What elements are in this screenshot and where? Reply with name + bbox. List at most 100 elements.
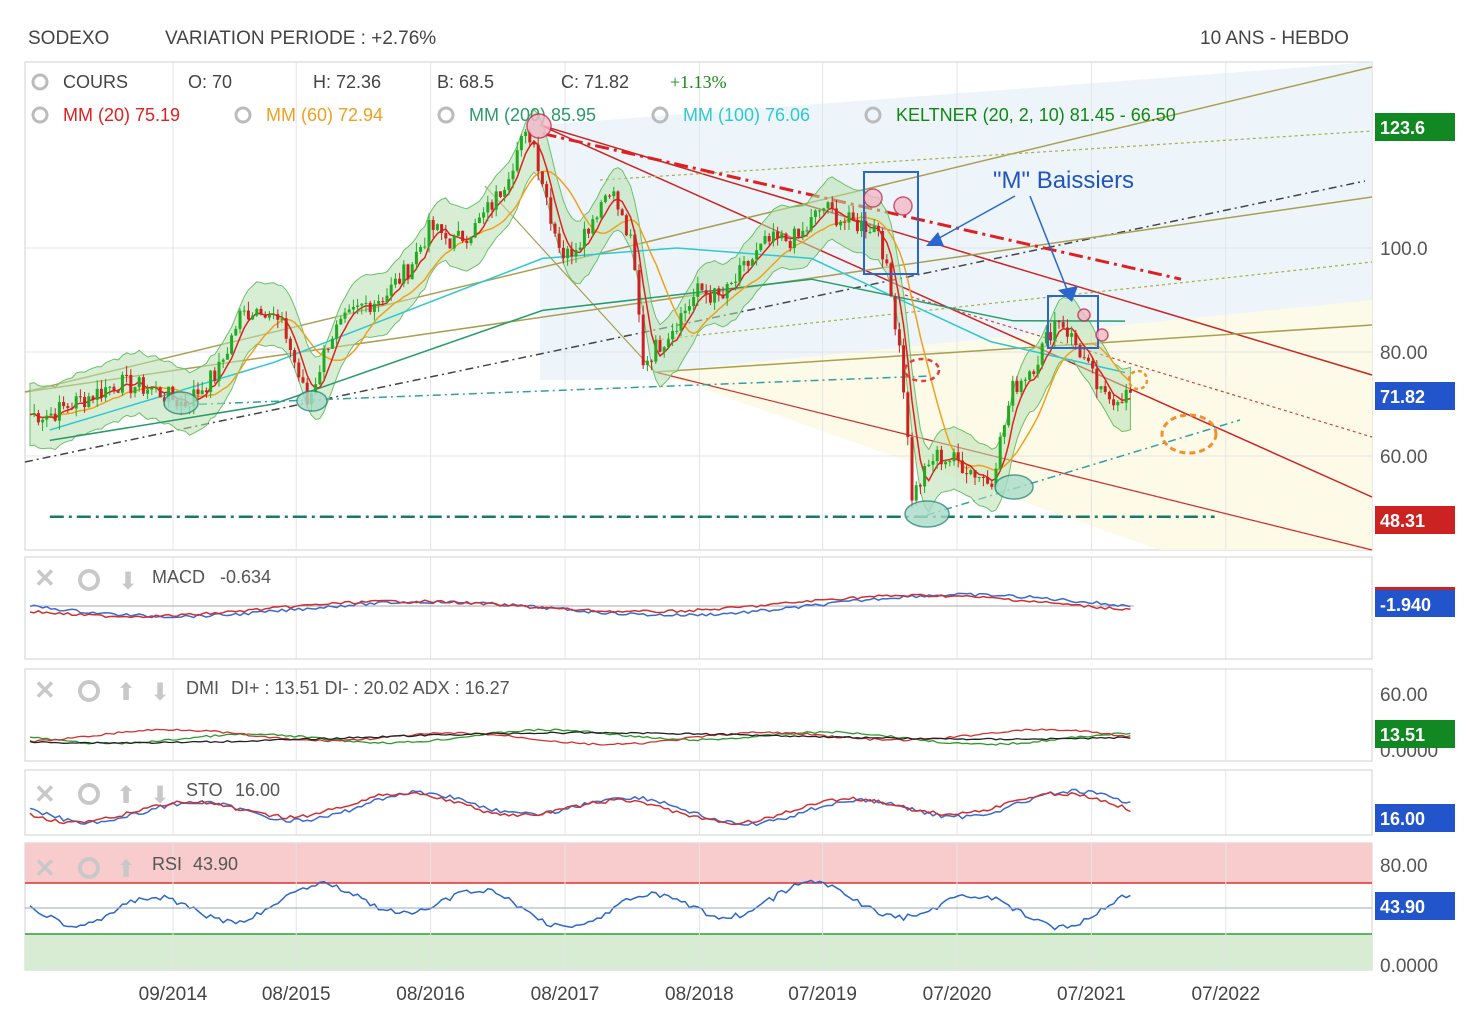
- y-tick-label: 100.0: [1380, 239, 1428, 260]
- arrow-up-icon[interactable]: ⬆: [116, 679, 136, 706]
- dmi-panel: [24, 668, 1373, 762]
- arrow-head: [1058, 286, 1078, 302]
- sto-label: STO: [186, 780, 223, 800]
- rsi-value: 43.90: [193, 854, 238, 874]
- dmi-value: DI+ : 13.51 DI- : 20.02 ADX : 16.27: [231, 678, 510, 698]
- series-line: [49, 278, 1126, 442]
- low-marker: [296, 390, 328, 412]
- low-marker: [994, 474, 1034, 500]
- gear-icon[interactable]: [31, 73, 49, 91]
- x-tick-label: 07/2021: [1057, 984, 1126, 1005]
- channel-line: [654, 371, 1373, 551]
- legend-row-1: COURS O: 70 H: 72.36 B: 68.5 C: 71.82 +1…: [31, 72, 727, 92]
- macd-header: ✕ ⬇ MACD -0.634: [34, 563, 271, 595]
- price-high-tag: [1375, 113, 1455, 141]
- arrow-down-icon[interactable]: ⬇: [150, 679, 170, 706]
- macd-panel: [24, 556, 1373, 660]
- gear-icon[interactable]: [651, 106, 669, 124]
- symbol-label: SODEXO: [28, 28, 110, 49]
- y-tick-label: 60.00: [1380, 447, 1428, 468]
- support-dashdot: [180, 375, 931, 406]
- rsi-axis-bottom: 0.0000: [1380, 956, 1438, 977]
- channel-line: [539, 124, 1373, 376]
- x-tick-label: 08/2016: [396, 984, 465, 1005]
- price-low-tag: [1375, 506, 1455, 534]
- gear-icon[interactable]: [78, 680, 100, 702]
- x-tick-label: 07/2020: [923, 984, 992, 1005]
- sto-header: ✕ ⬆ ⬇ STO 16.00: [34, 779, 280, 809]
- period-label: 10 ANS - HEBDO: [1200, 28, 1349, 49]
- adx-line: [29, 731, 1131, 745]
- sto-d-line: [29, 791, 1131, 826]
- legend-mm20: MM (20) 75.19: [63, 105, 180, 125]
- m-baissiers-annotation: "M" Baissiers: [993, 167, 1134, 194]
- legend-mm200: MM (200) 85.95: [469, 105, 596, 125]
- macd-label: MACD: [152, 567, 205, 587]
- gear-icon[interactable]: [78, 569, 100, 591]
- dmi-label: DMI: [186, 678, 219, 698]
- close-icon[interactable]: ✕: [34, 853, 56, 883]
- legend-low: B: 68.5: [437, 72, 494, 92]
- rsi-tag: [1375, 892, 1455, 920]
- dmi-minus-line: [29, 728, 1131, 746]
- channel-line: [539, 124, 1373, 498]
- target-marker: [1160, 413, 1218, 455]
- x-tick-label: 09/2014: [139, 984, 208, 1005]
- arrow-down-icon[interactable]: ⬇: [150, 782, 170, 809]
- fan-line: [654, 324, 1373, 373]
- arrow-head: [926, 232, 944, 246]
- sto-panel: [24, 769, 1373, 836]
- variation-label: VARIATION PERIODE : +2.76%: [165, 28, 437, 49]
- gear-icon[interactable]: [437, 106, 455, 124]
- rsi-axis-top: 80.00: [1380, 856, 1428, 877]
- high-marker: [526, 113, 552, 139]
- top-marker: [863, 188, 883, 208]
- y-tick-label: 80.00: [1380, 343, 1428, 364]
- macd-line: [29, 592, 1131, 619]
- keltner-band: [29, 109, 1131, 513]
- rsi-header: ✕ ⬆ RSI 43.90: [34, 853, 238, 883]
- arrow-up-icon[interactable]: ⬆: [116, 782, 136, 809]
- close-icon[interactable]: ✕: [34, 563, 56, 593]
- x-tick-label: 08/2018: [665, 984, 734, 1005]
- x-tick-label: 08/2015: [262, 984, 331, 1005]
- legend-mm60: MM (60) 72.94: [266, 105, 383, 125]
- low-marker: [163, 391, 199, 415]
- gear-icon[interactable]: [234, 106, 252, 124]
- legend-keltner: KELTNER (20, 2, 10) 81.45 - 66.50: [896, 105, 1176, 125]
- top-marker: [893, 196, 913, 216]
- legend-mm100: MM (100) 76.06: [683, 105, 810, 125]
- arrow-down-icon[interactable]: ⬇: [118, 568, 138, 595]
- dmi-tag-text: 13.51: [1380, 725, 1425, 745]
- top-marker: [1077, 308, 1091, 322]
- sto-tag-text: 16.00: [1380, 809, 1425, 829]
- low-marker: [904, 500, 950, 528]
- gear-icon[interactable]: [78, 783, 100, 805]
- target-marker: [903, 357, 941, 383]
- price-low-tag-text: 48.31: [1380, 511, 1425, 531]
- close-icon[interactable]: ✕: [34, 779, 56, 809]
- dmi-header: ✕ ⬆ ⬇ DMI DI+ : 13.51 DI- : 20.02 ADX : …: [34, 675, 510, 706]
- price-last-tag-text: 71.82: [1380, 387, 1425, 407]
- price-high-tag-text: 123.6: [1380, 118, 1425, 138]
- mm60-line: [29, 170, 1131, 472]
- gear-icon[interactable]: [78, 857, 100, 879]
- sto-tag: [1375, 804, 1455, 832]
- grid-lines: [25, 62, 1372, 970]
- dmi-tag: [1375, 720, 1455, 748]
- annotation-arrow: [931, 195, 1016, 243]
- gear-icon[interactable]: [864, 106, 882, 124]
- macd-signal-line: [29, 593, 1131, 619]
- target-marker: [1127, 369, 1149, 391]
- mm20-line: [29, 139, 1131, 482]
- macd-tag: [1375, 589, 1455, 617]
- rsi-label: RSI: [152, 854, 182, 874]
- legend-cours: COURS: [63, 72, 128, 92]
- arrow-up-icon[interactable]: ⬆: [116, 856, 136, 883]
- legend-close: C: 71.82: [561, 72, 629, 92]
- legend-open: O: 70: [188, 72, 232, 92]
- close-icon[interactable]: ✕: [34, 675, 56, 705]
- gear-icon[interactable]: [31, 106, 49, 124]
- chart-header: SODEXO VARIATION PERIODE : +2.76% 10 ANS…: [0, 0, 1480, 60]
